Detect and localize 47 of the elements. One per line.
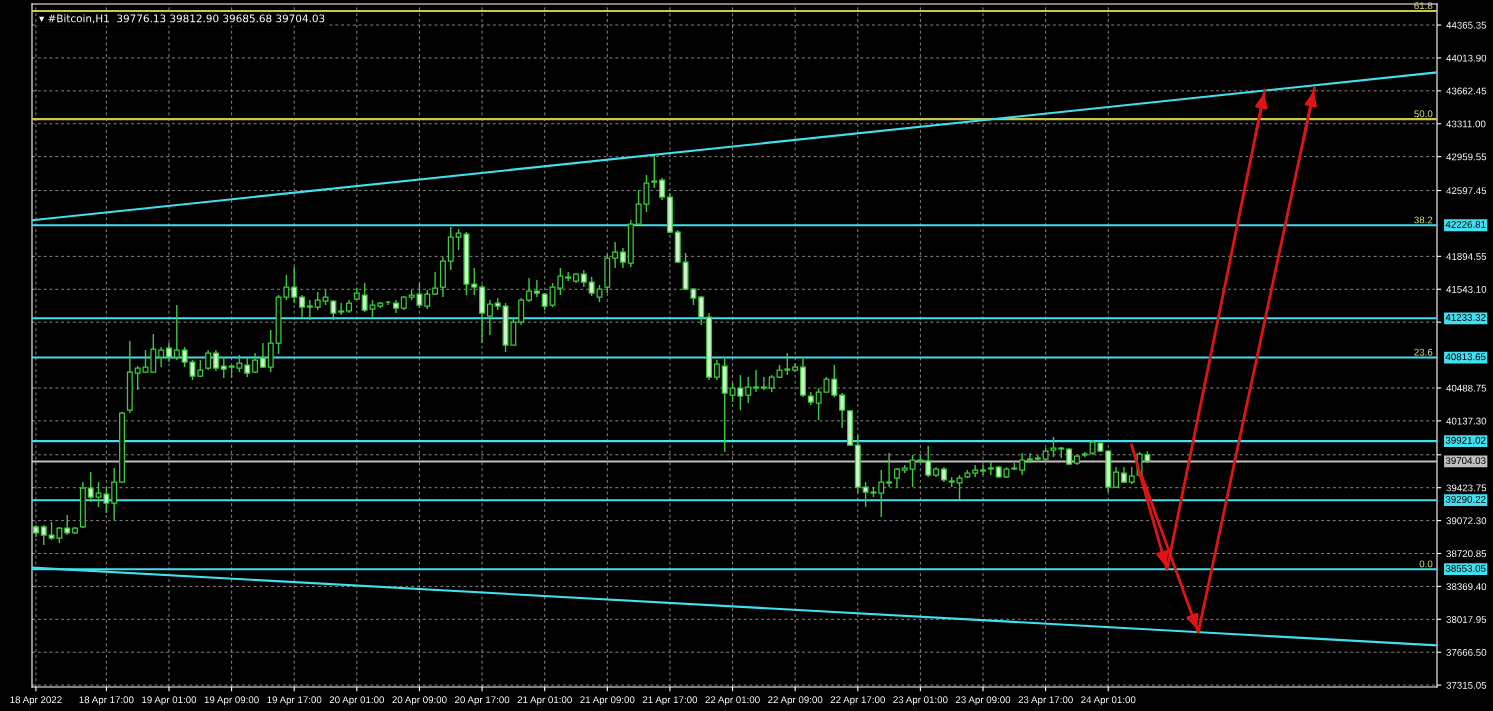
y-tick-label: 44013.90	[1446, 54, 1487, 62]
x-tick-label: 20 Apr 01:00	[329, 696, 385, 706]
y-tick-label: 38720.85	[1446, 550, 1487, 558]
y-tick-label: 41894.55	[1446, 253, 1487, 260]
x-tick-label: 24 Apr 01:00	[1081, 696, 1136, 706]
y-tick-label: 42959.55	[1446, 153, 1487, 161]
x-tick-label: 22 Apr 01:00	[705, 696, 760, 706]
ref-line-label: 39290.22	[1445, 495, 1486, 503]
y-tick-label: 41543.10	[1446, 286, 1487, 293]
annotation: 0.0	[1419, 560, 1433, 568]
y-tick-label: 38369.40	[1446, 583, 1487, 591]
x-tick-label: 19 Apr 09:00	[204, 696, 259, 706]
y-tick-label: 44365.35	[1446, 21, 1487, 29]
x-tick-label: 23 Apr 09:00	[955, 696, 1011, 706]
ref-line-label: 41233.32	[1445, 314, 1486, 321]
ref-line-label: 42226.81	[1445, 220, 1486, 228]
text: ▾ #Bitcoin,H1 39776.13 39812.90 39685.68 39704.03	[39, 14, 325, 24]
x-tick-label: 21 Apr 17:00	[642, 696, 698, 706]
y-tick-label: 38017.95	[1446, 616, 1487, 623]
ref-line-label: 38553.05	[1445, 564, 1486, 572]
x-tick-label: 19 Apr 17:00	[267, 696, 322, 706]
x-tick-label: 21 Apr 09:00	[580, 696, 635, 706]
x-tick-label: 23 Apr 01:00	[893, 696, 948, 706]
ref-line-label: 39704.03	[1445, 457, 1486, 465]
y-tick-label: 42597.45	[1446, 187, 1487, 195]
y-tick-label: 40137.30	[1446, 417, 1487, 425]
y-tick-label: 39072.30	[1446, 517, 1487, 525]
x-tick-label: 21 Apr 01:00	[517, 696, 572, 706]
y-tick-label: 37666.50	[1446, 648, 1487, 656]
annotation: 23.6	[1414, 348, 1433, 356]
y-tick-label: 40488.75	[1446, 384, 1487, 392]
y-tick-label: 43311.00	[1446, 120, 1486, 128]
y-tick-label: 39423.75	[1446, 484, 1487, 492]
x-tick-label: 18 Apr 2022	[10, 696, 62, 706]
x-tick-label: 22 Apr 17:00	[830, 696, 885, 706]
x-tick-label: 23 Apr 17:00	[1018, 696, 1073, 706]
annotation: 50.0	[1414, 110, 1433, 118]
ref-line-label: 40813.65	[1445, 353, 1486, 361]
x-tick-label: 22 Apr 09:00	[768, 696, 823, 706]
x-tick-label: 18 Apr 17:00	[79, 696, 134, 706]
y-tick-label: 43662.45	[1446, 87, 1487, 95]
x-tick-label: 20 Apr 17:00	[454, 696, 510, 706]
annotation: 38.2	[1414, 216, 1433, 224]
y-tick-label: 37315.05	[1446, 681, 1487, 689]
x-tick-label: 20 Apr 09:00	[392, 696, 447, 706]
x-tick-label: 19 Apr 01:00	[142, 696, 197, 706]
ref-line-label: 39921.02	[1445, 436, 1486, 444]
